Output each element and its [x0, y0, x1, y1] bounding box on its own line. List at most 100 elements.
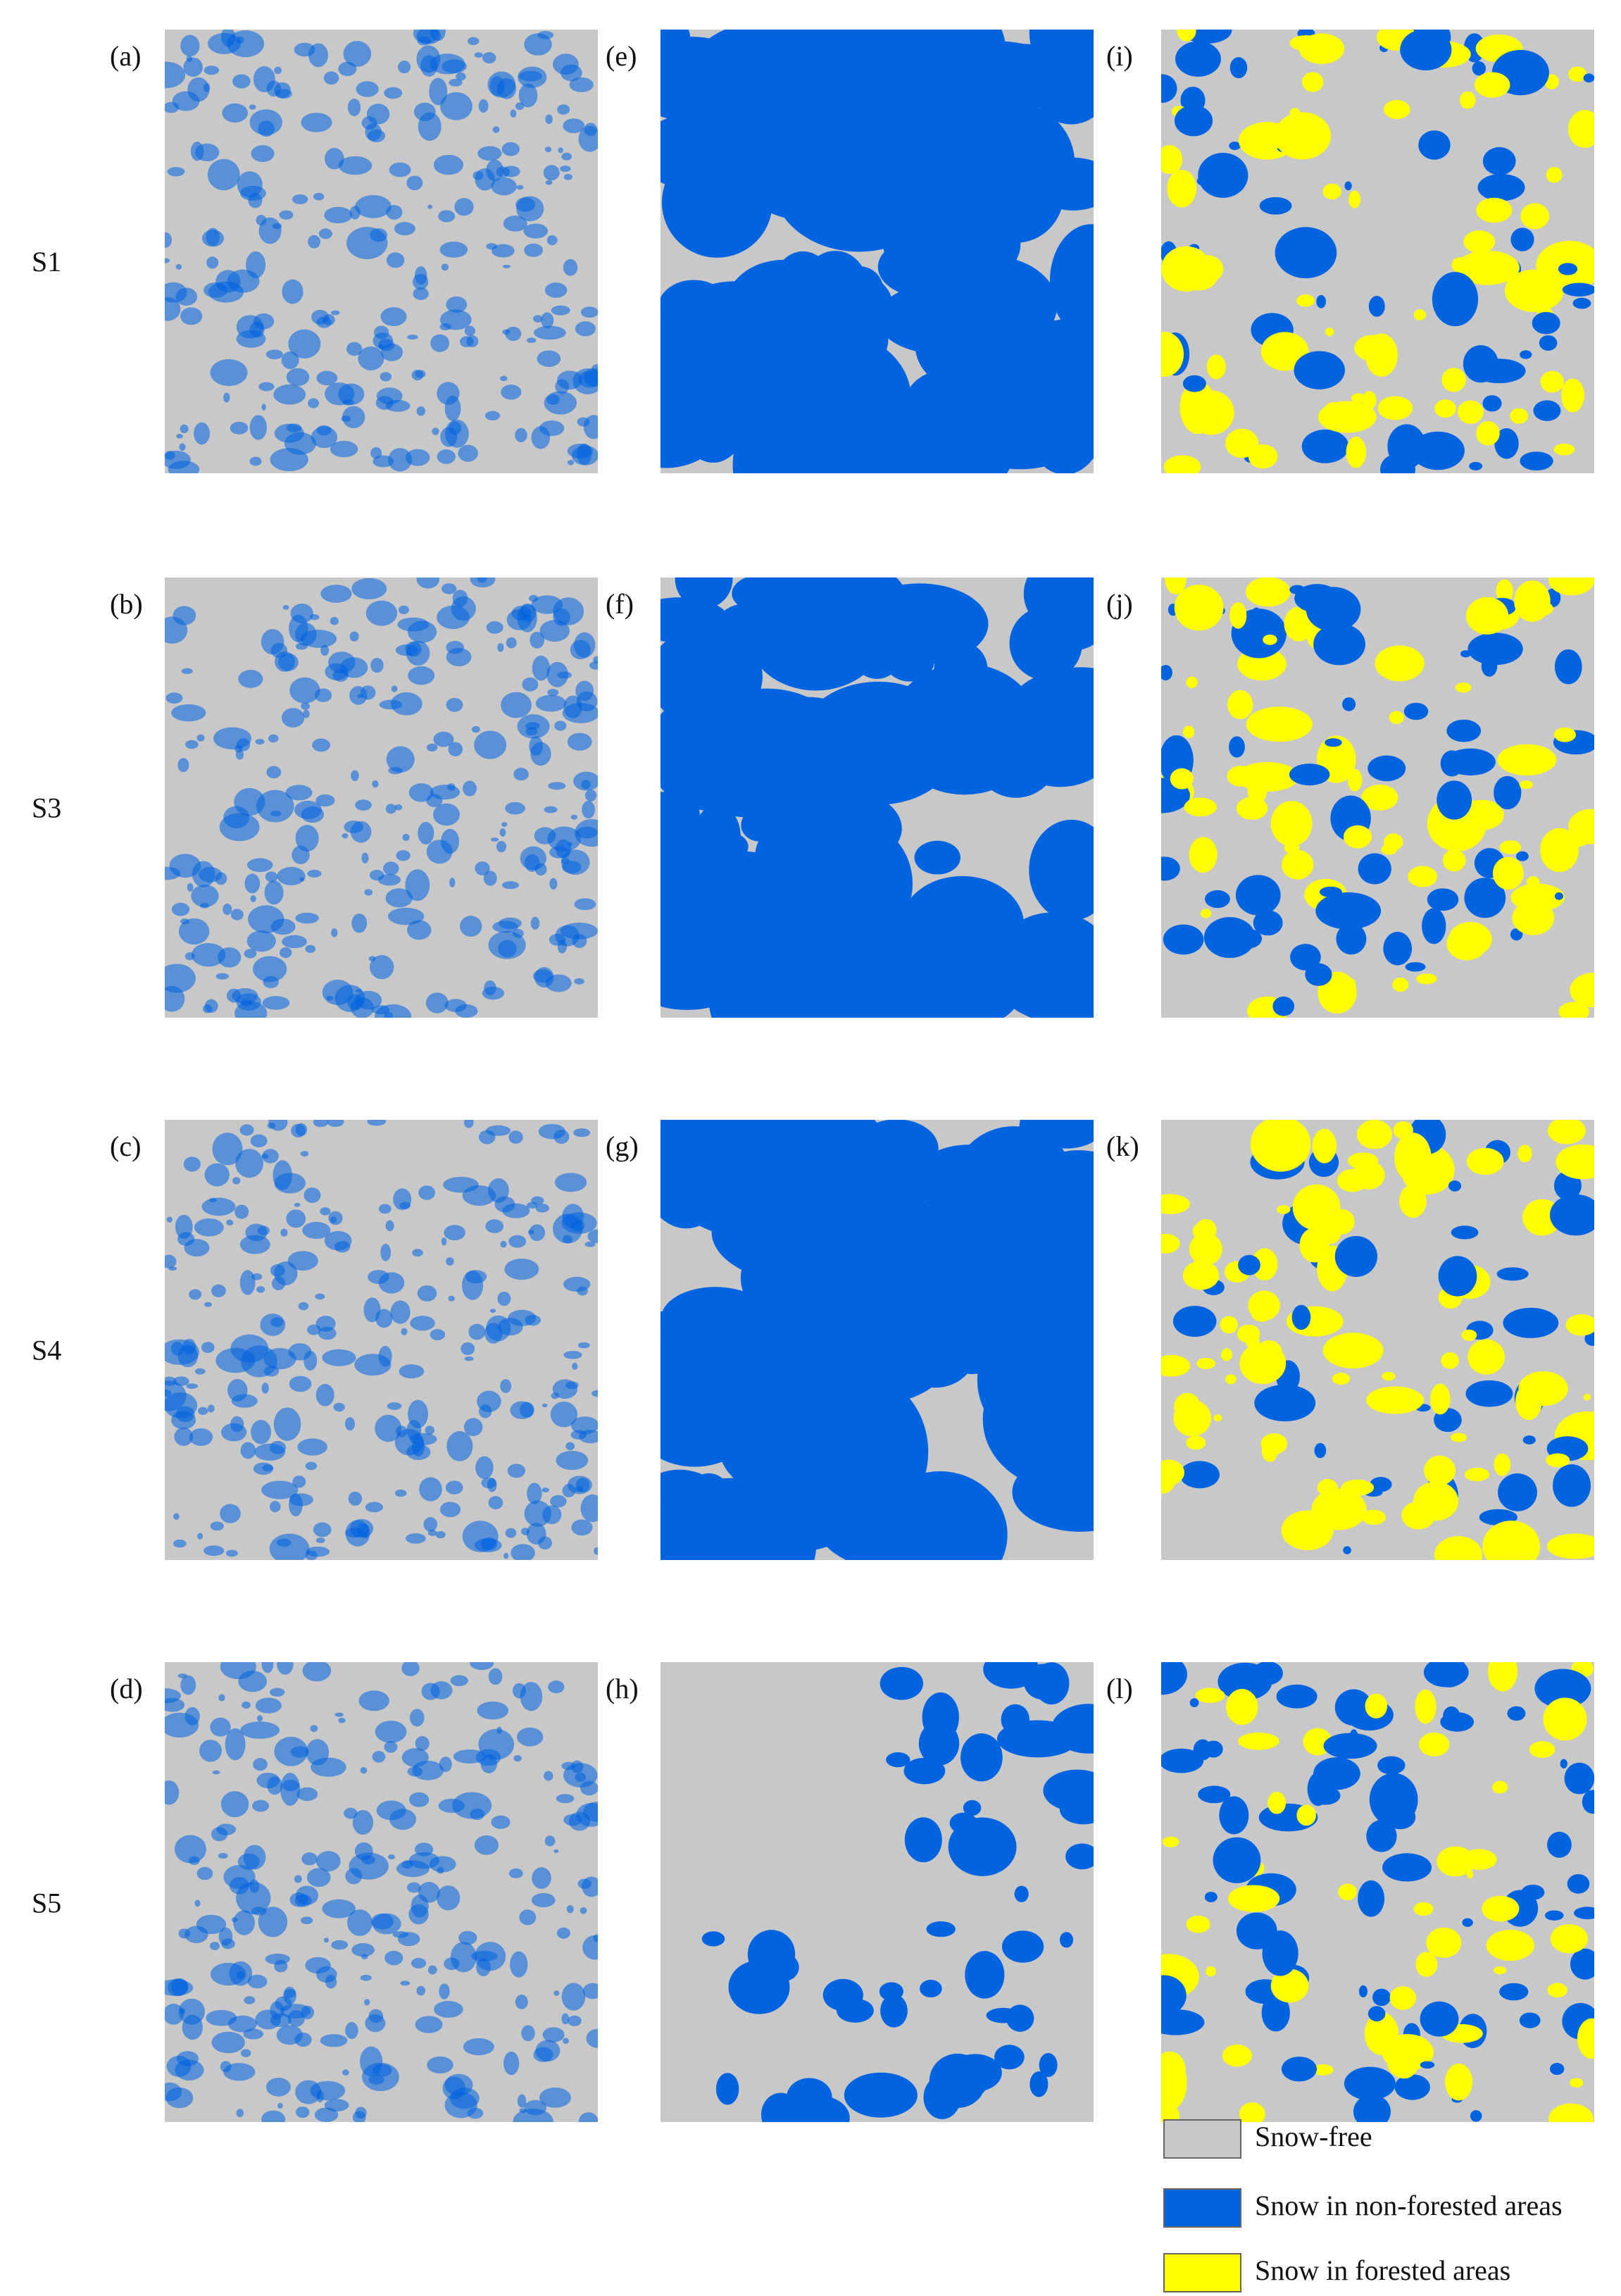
snow-patch	[292, 845, 310, 865]
snow-patch	[568, 2015, 582, 2027]
snow-patch	[1547, 1120, 1586, 1144]
snow-patch	[488, 1668, 503, 1685]
snow-patch	[246, 858, 273, 873]
snow-patch	[408, 783, 434, 802]
snow-patch	[444, 2092, 477, 2119]
snow-patch	[416, 1985, 426, 1996]
snow-patch	[165, 1392, 198, 1418]
snow-patch	[201, 1342, 215, 1354]
snow-patch	[1465, 1380, 1513, 1407]
snow-patch	[1413, 309, 1427, 320]
snow-patch	[1380, 454, 1415, 473]
snow-patch	[1405, 962, 1426, 972]
snow-patch	[207, 158, 240, 191]
snow-patch	[1196, 175, 1219, 187]
snow-patch	[477, 146, 502, 161]
snow-patch	[508, 1235, 527, 1248]
snow-patch	[1348, 190, 1361, 208]
snow-patch	[461, 1342, 475, 1356]
snow-patch	[392, 1930, 408, 1938]
snow-patch	[256, 215, 267, 226]
snow-patch	[523, 223, 549, 239]
snow-patch	[701, 1931, 725, 1947]
snow-patch	[1494, 428, 1519, 459]
map-panel	[165, 1120, 598, 1560]
snow-patch	[475, 1942, 506, 1971]
snow-patch	[328, 1211, 343, 1225]
snow-patch	[661, 968, 734, 1010]
snow-patch	[399, 1364, 425, 1379]
snow-patch	[1426, 1927, 1462, 1958]
snow-patch	[553, 1990, 560, 1996]
map-background	[1161, 30, 1594, 473]
snow-patch	[486, 243, 498, 250]
snow-patch	[441, 1237, 447, 1246]
snow-patch	[1316, 1247, 1333, 1261]
snow-patch	[430, 1681, 453, 1699]
snow-patch	[388, 907, 425, 925]
snow-patch	[472, 170, 484, 180]
snow-patch	[577, 1878, 592, 1889]
snow-patch	[296, 2106, 310, 2119]
snow-patch	[1323, 1733, 1377, 1759]
snow-patch	[407, 920, 432, 940]
snow-patch	[1573, 1907, 1594, 1920]
snow-patch	[251, 145, 275, 163]
snow-patch	[370, 658, 384, 673]
legend-swatch	[1163, 2253, 1241, 2292]
snow-patch	[347, 1909, 373, 1936]
snow-patch	[583, 1802, 598, 1822]
snow-patch	[459, 336, 474, 347]
snow-patch	[258, 120, 275, 137]
snow-patch	[576, 691, 598, 712]
snow-patch	[1432, 1662, 1467, 1687]
snow-patch	[446, 1430, 473, 1461]
snow-patch	[396, 1425, 408, 1437]
snow-patch	[271, 1276, 286, 1291]
snow-patch	[352, 1809, 374, 1835]
snow-patch	[1313, 623, 1365, 666]
snow-patch	[1532, 311, 1560, 335]
snow-patch	[822, 1978, 863, 2011]
snow-patch	[356, 81, 379, 97]
map-features	[661, 578, 1094, 1018]
snow-patch	[450, 1942, 477, 1973]
snow-patch	[384, 87, 403, 99]
snow-patch	[1441, 1352, 1459, 1369]
snow-patch	[1325, 327, 1334, 337]
snow-patch	[496, 1726, 502, 1734]
snow-patch	[1546, 166, 1563, 183]
snow-patch	[169, 854, 201, 878]
snow-patch	[1499, 1983, 1529, 2001]
snow-patch	[489, 1309, 496, 1313]
snow-patch	[894, 196, 973, 277]
snow-patch	[1448, 1180, 1462, 1192]
snow-patch	[196, 734, 205, 742]
map-features	[1161, 578, 1594, 1018]
snow-patch	[444, 999, 467, 1013]
snow-patch	[407, 335, 418, 340]
snow-patch	[1179, 1461, 1220, 1489]
snow-patch	[551, 305, 570, 316]
snow-patch	[447, 783, 456, 791]
snow-patch	[272, 223, 282, 230]
snow-patch	[483, 871, 497, 886]
snow-patch	[719, 1373, 862, 1477]
snow-patch	[411, 1436, 425, 1457]
snow-patch	[267, 1123, 276, 1129]
snow-patch	[1498, 1473, 1537, 1511]
snow-patch	[360, 1766, 368, 1774]
snow-patch	[358, 1690, 389, 1711]
snow-patch	[468, 37, 480, 46]
snow-patch	[429, 77, 448, 106]
snow-patch	[239, 1235, 270, 1254]
snow-patch	[550, 1495, 567, 1508]
snow-patch	[1290, 944, 1321, 971]
snow-patch	[768, 1953, 799, 1982]
map-panel	[1161, 30, 1594, 473]
snow-patch	[394, 1489, 407, 1497]
snow-patch	[1482, 1895, 1520, 1922]
snow-patch	[1200, 909, 1212, 918]
snow-patch	[316, 1851, 341, 1872]
snow-patch	[322, 980, 353, 1006]
